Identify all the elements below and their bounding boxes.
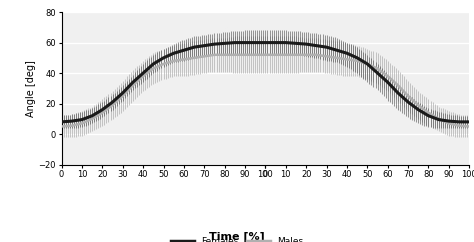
Legend: Females, Males: Females, Males bbox=[167, 233, 307, 242]
Y-axis label: Angle [deg]: Angle [deg] bbox=[26, 60, 36, 117]
Text: Time [%]: Time [%] bbox=[209, 232, 265, 242]
